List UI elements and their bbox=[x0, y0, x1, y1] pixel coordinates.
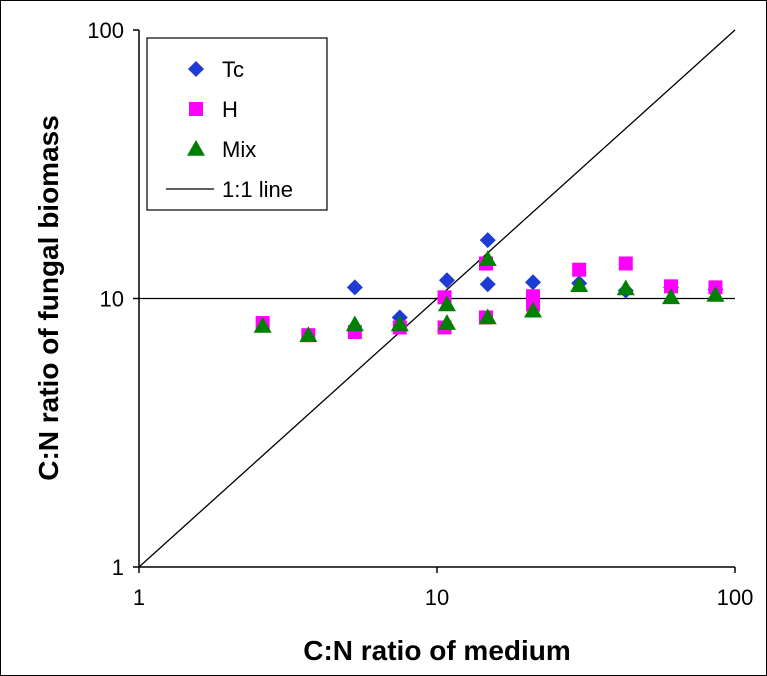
data-points bbox=[253, 232, 725, 343]
point-mix bbox=[437, 295, 456, 312]
point-h bbox=[618, 256, 633, 271]
x-tick-label: 10 bbox=[425, 585, 449, 610]
x-tick-label: 1 bbox=[133, 585, 145, 610]
point-mix bbox=[345, 315, 364, 332]
point-mix bbox=[437, 314, 456, 330]
x-tick-label: 100 bbox=[717, 585, 754, 610]
point-mix bbox=[706, 286, 725, 302]
legend-marker-h bbox=[189, 102, 203, 116]
point-mix bbox=[253, 316, 272, 333]
tick-marks bbox=[133, 29, 736, 573]
point-mix bbox=[616, 279, 635, 296]
point-h bbox=[664, 279, 679, 294]
point-tc bbox=[479, 232, 496, 249]
point-mix bbox=[478, 250, 497, 267]
legend-marker-tc bbox=[188, 61, 204, 77]
point-tc bbox=[525, 274, 542, 291]
y-tick-label: 10 bbox=[100, 287, 124, 312]
tick-labels: 1 10 100 1 10 100 bbox=[87, 18, 753, 610]
point-mix bbox=[478, 308, 497, 325]
y-axis-title: C:N ratio of fungal biomass bbox=[33, 115, 64, 481]
point-tc bbox=[438, 272, 455, 289]
reference-lines bbox=[138, 29, 736, 568]
y-tick-label: 100 bbox=[87, 18, 124, 43]
legend-marker-mix bbox=[187, 140, 205, 156]
point-mix bbox=[390, 315, 409, 332]
point-tc bbox=[479, 276, 496, 293]
legend-label-tc: Tc bbox=[222, 57, 244, 82]
legend: Tc H Mix 1:1 line bbox=[146, 37, 328, 211]
point-mix bbox=[570, 276, 589, 293]
y-tick-label: 1 bbox=[112, 555, 124, 580]
point-h bbox=[526, 289, 541, 304]
legend-box bbox=[146, 37, 328, 211]
legend-label-1-1-line: 1:1 line bbox=[222, 177, 293, 202]
point-h bbox=[572, 262, 587, 277]
x-axis-title: C:N ratio of medium bbox=[303, 635, 571, 666]
legend-label-mix: Mix bbox=[222, 137, 256, 162]
point-mix bbox=[662, 288, 681, 305]
point-mix bbox=[299, 326, 318, 342]
point-tc bbox=[346, 279, 363, 296]
point-mix bbox=[524, 301, 543, 318]
legend-label-h: H bbox=[222, 97, 238, 122]
